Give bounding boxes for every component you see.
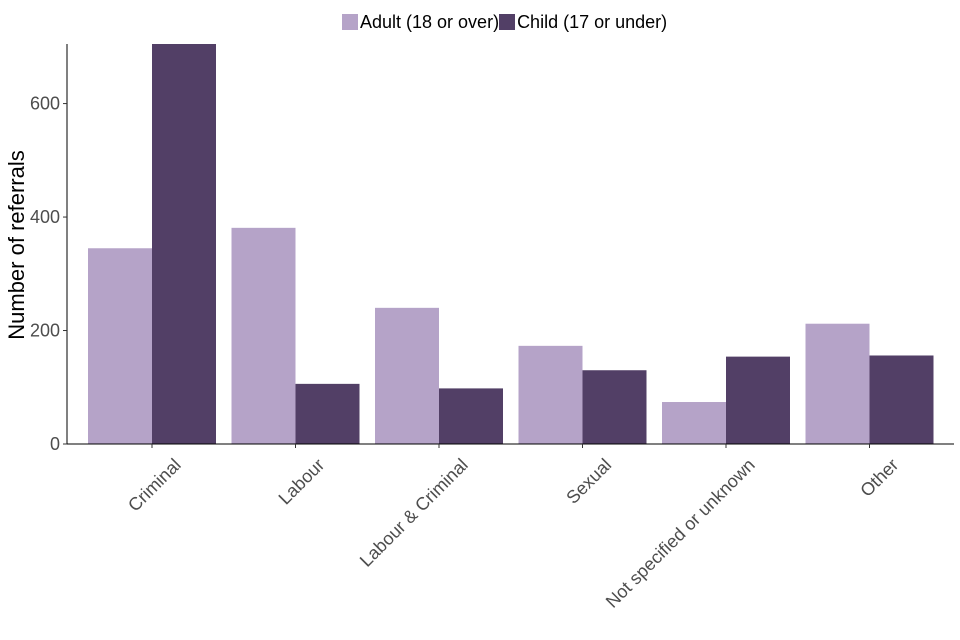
bar-child-not-specified-or-unknown: [726, 356, 790, 444]
y-tick-label: 200: [30, 321, 60, 341]
x-tick-label: Sexual: [562, 455, 615, 508]
bars-group: [88, 44, 934, 444]
legend-item-child: Child (17 or under): [499, 12, 667, 33]
x-tick-label: Not specified or unknown: [602, 455, 759, 612]
x-tick-label: Other: [856, 455, 902, 501]
x-tick-label: Criminal: [124, 455, 185, 516]
y-tick-label: 0: [50, 434, 60, 454]
legend-item-adult: Adult (18 or over): [342, 12, 499, 33]
bar-adult-sexual: [518, 345, 583, 444]
bar-adult-criminal: [88, 248, 152, 444]
bar-adult-other: [805, 323, 870, 444]
legend: Adult (18 or over) Child (17 or under): [342, 10, 667, 34]
legend-label-adult: Adult (18 or over): [360, 11, 500, 32]
bar-child-labour: [295, 383, 360, 444]
bar-adult-labour-criminal: [375, 307, 439, 444]
y-tick-label: 400: [30, 207, 60, 227]
bar-child-criminal: [152, 44, 216, 444]
legend-label-child: Child (17 or under): [517, 11, 668, 32]
bar-child-other: [869, 355, 934, 444]
y-axis-title: Number of referrals: [4, 150, 29, 340]
bar-adult-not-specified-or-unknown: [662, 402, 726, 444]
x-tick-label: Labour & Criminal: [356, 455, 472, 571]
legend-swatch-adult: [342, 14, 358, 30]
y-tick-label: 600: [30, 94, 60, 114]
x-tick-label: Labour: [275, 455, 329, 509]
bar-adult-labour: [231, 227, 296, 444]
legend-swatch-child: [499, 14, 516, 30]
bar-child-sexual: [582, 370, 647, 444]
bar-child-labour-criminal: [439, 388, 503, 444]
